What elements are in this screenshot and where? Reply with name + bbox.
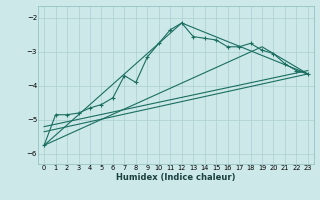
X-axis label: Humidex (Indice chaleur): Humidex (Indice chaleur) (116, 173, 236, 182)
